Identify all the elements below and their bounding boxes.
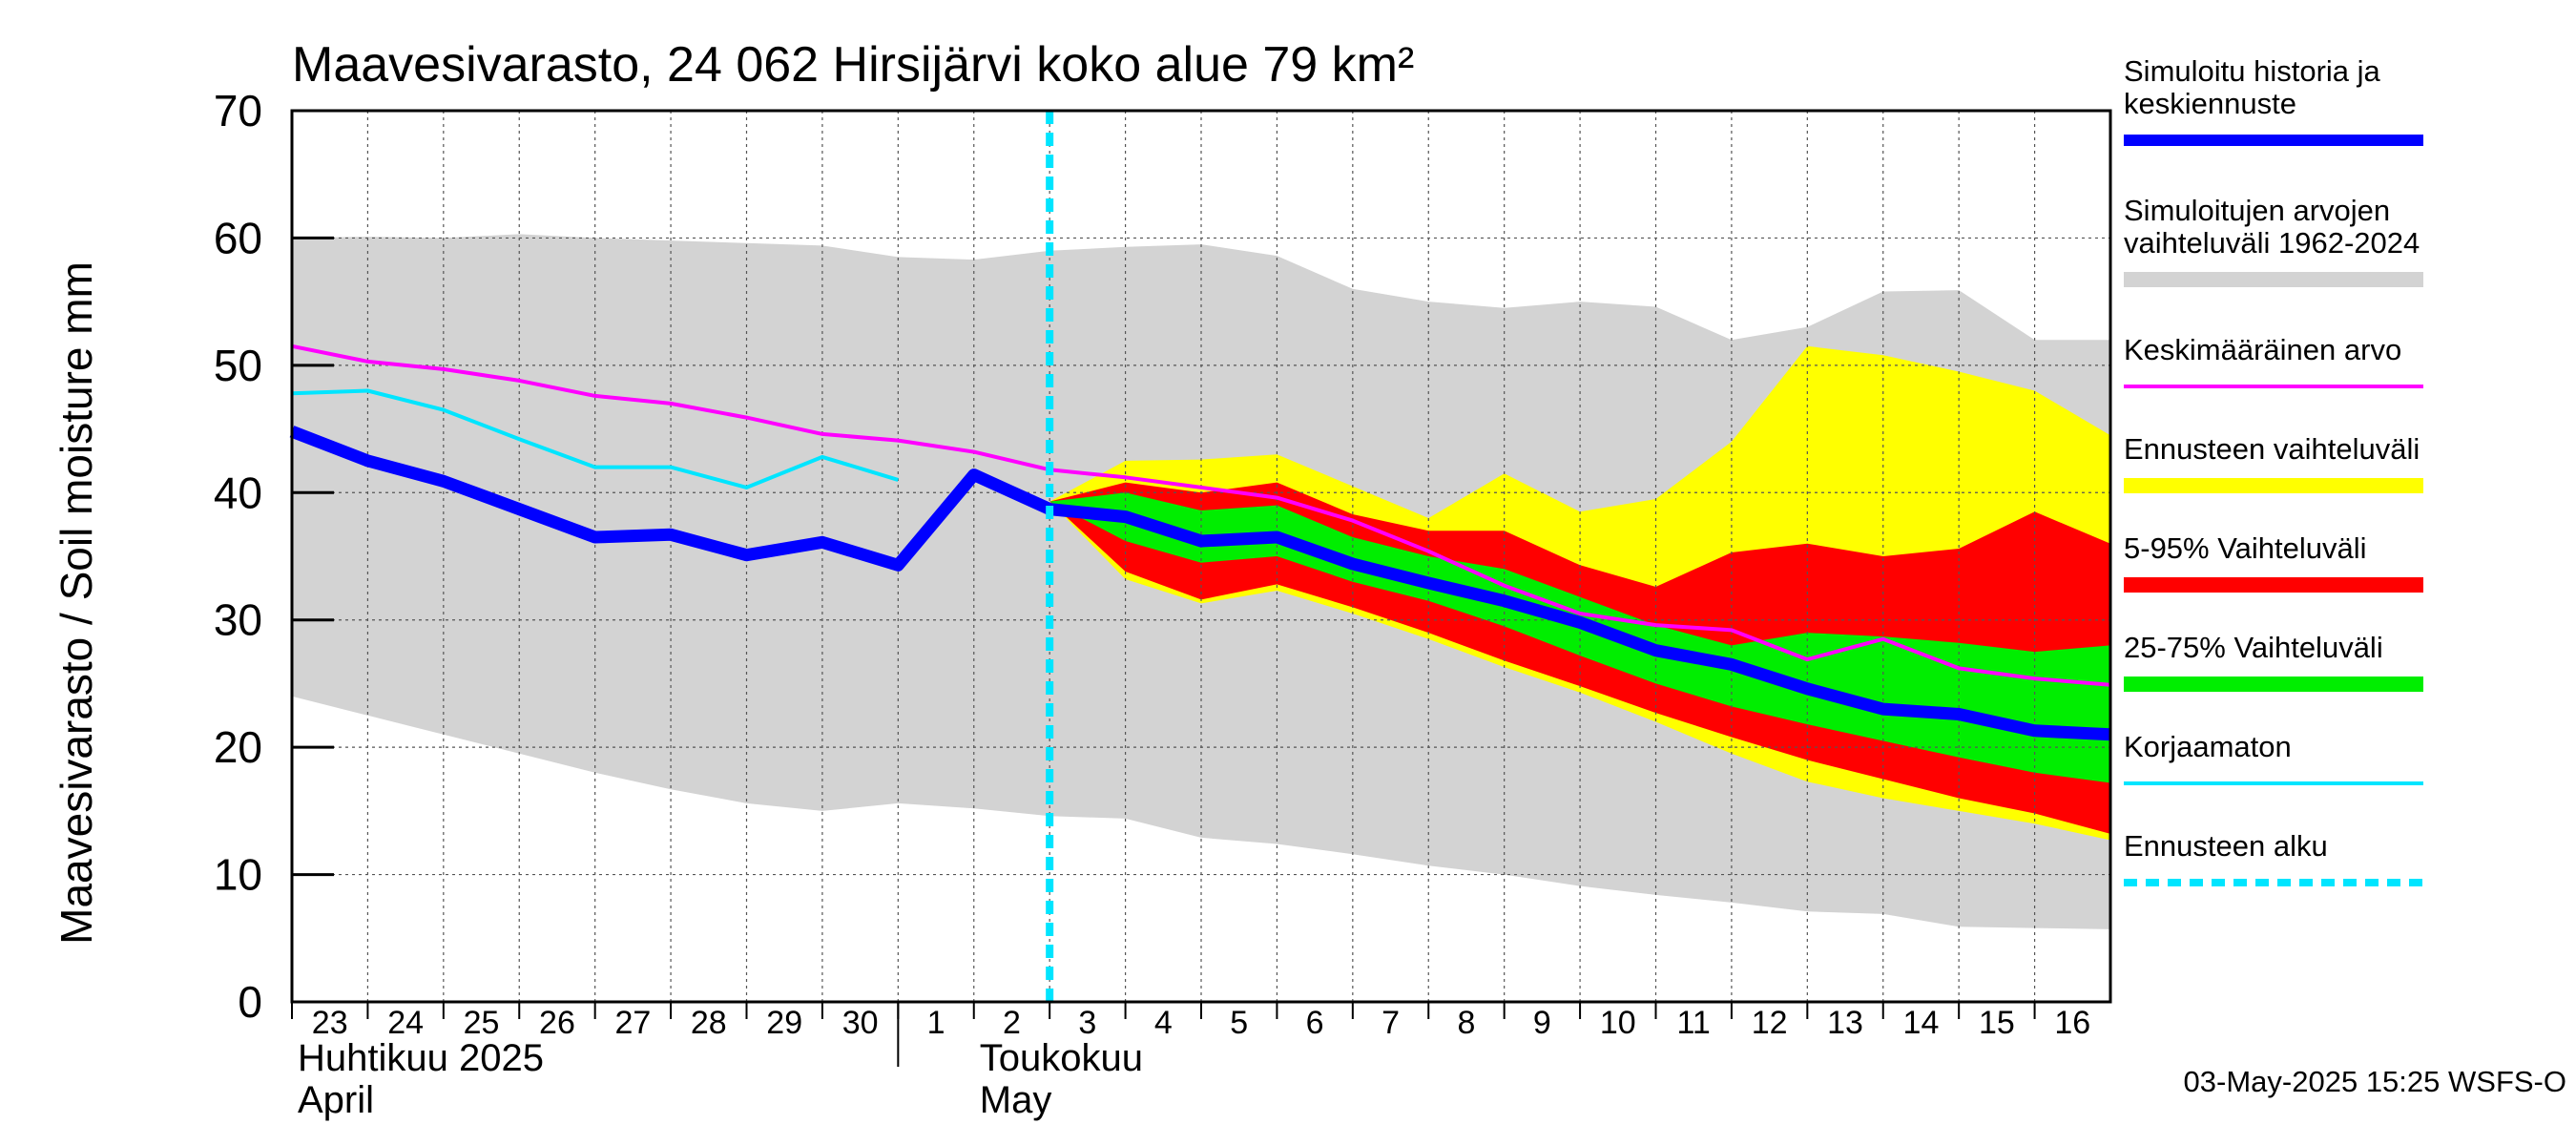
x-tick-label: 30 (842, 1005, 879, 1041)
legend-swatch (2124, 478, 2423, 493)
x-tick-label: 25 (464, 1005, 500, 1041)
legend-label: keskiennuste (2124, 87, 2296, 120)
legend-label: Keskimääräinen arvo (2124, 333, 2401, 366)
legend-label: 5-95% Vaihteluväli (2124, 531, 2366, 565)
month-label-en: April (298, 1079, 374, 1121)
legend-label: Simuloitu historia ja (2124, 54, 2381, 88)
legend-label: vaihteluväli 1962-2024 (2124, 226, 2420, 260)
x-tick-label: 28 (691, 1005, 727, 1041)
x-tick-label: 12 (1752, 1005, 1788, 1041)
x-tick-label: 3 (1078, 1005, 1096, 1041)
x-tick-label: 27 (614, 1005, 651, 1041)
legend-label: 25-75% Vaihteluväli (2124, 631, 2383, 664)
x-tick-label: 9 (1533, 1005, 1551, 1041)
month-label: Huhtikuu 2025 (298, 1037, 544, 1079)
x-tick-label: 16 (2054, 1005, 2090, 1041)
x-tick-label: 5 (1230, 1005, 1248, 1041)
legend-swatch (2124, 677, 2423, 692)
x-tick-label: 6 (1306, 1005, 1324, 1041)
legend-label: Korjaamaton (2124, 730, 2292, 763)
uncorrected-line (291, 388, 899, 489)
mean-line (291, 344, 2111, 687)
x-tick-label: 7 (1381, 1005, 1400, 1041)
x-tick-label: 15 (1979, 1005, 2015, 1041)
y-tick-label: 30 (214, 595, 262, 645)
timestamp-footer: 03-May-2025 15:25 WSFS-O (2184, 1065, 2566, 1098)
legend-label: Ennusteen vaihteluväli (2124, 432, 2420, 466)
y-axis-label: Maavesivarasto / Soil moisture mm (52, 261, 101, 945)
y-tick-label: 40 (214, 468, 262, 517)
bands-layer (292, 234, 2110, 929)
x-tick-label: 13 (1827, 1005, 1863, 1041)
x-tick-label: 4 (1154, 1005, 1173, 1041)
chart-title: Maavesivarasto, 24 062 Hirsijärvi koko a… (292, 37, 1414, 93)
x-tick-label: 24 (387, 1005, 424, 1041)
x-tick-label: 11 (1677, 1005, 1711, 1041)
legend-swatch (2124, 577, 2423, 593)
y-tick-label: 60 (214, 213, 262, 262)
x-tick-label: 14 (1903, 1005, 1940, 1041)
simulated-line (289, 426, 2111, 741)
month-label-en: May (980, 1079, 1052, 1121)
x-tick-label: 23 (312, 1005, 348, 1041)
y-tick-label: 20 (214, 722, 262, 772)
month-label: Toukokuu (980, 1037, 1143, 1079)
y-tick-label: 10 (214, 850, 262, 900)
y-tick-label: 50 (214, 341, 262, 390)
grid-layer (292, 110, 2111, 1002)
p25-75-band (1049, 492, 2110, 783)
y-tick-label: 0 (238, 977, 262, 1027)
x-tick-label: 10 (1600, 1005, 1636, 1041)
legend-label: Simuloitujen arvojen (2124, 194, 2390, 227)
lines-layer (289, 111, 2111, 1002)
x-tick-label: 29 (766, 1005, 802, 1041)
y-tick-label: 70 (214, 86, 262, 135)
p5-95-band (1049, 482, 2110, 834)
x-tick-label: 2 (1003, 1005, 1021, 1041)
x-tick-label: 1 (927, 1005, 945, 1041)
legend-swatch (2124, 272, 2423, 287)
x-tick-label: 8 (1457, 1005, 1475, 1041)
legend-label: Ennusteen alku (2124, 829, 2328, 863)
x-tick-label: 26 (539, 1005, 575, 1041)
